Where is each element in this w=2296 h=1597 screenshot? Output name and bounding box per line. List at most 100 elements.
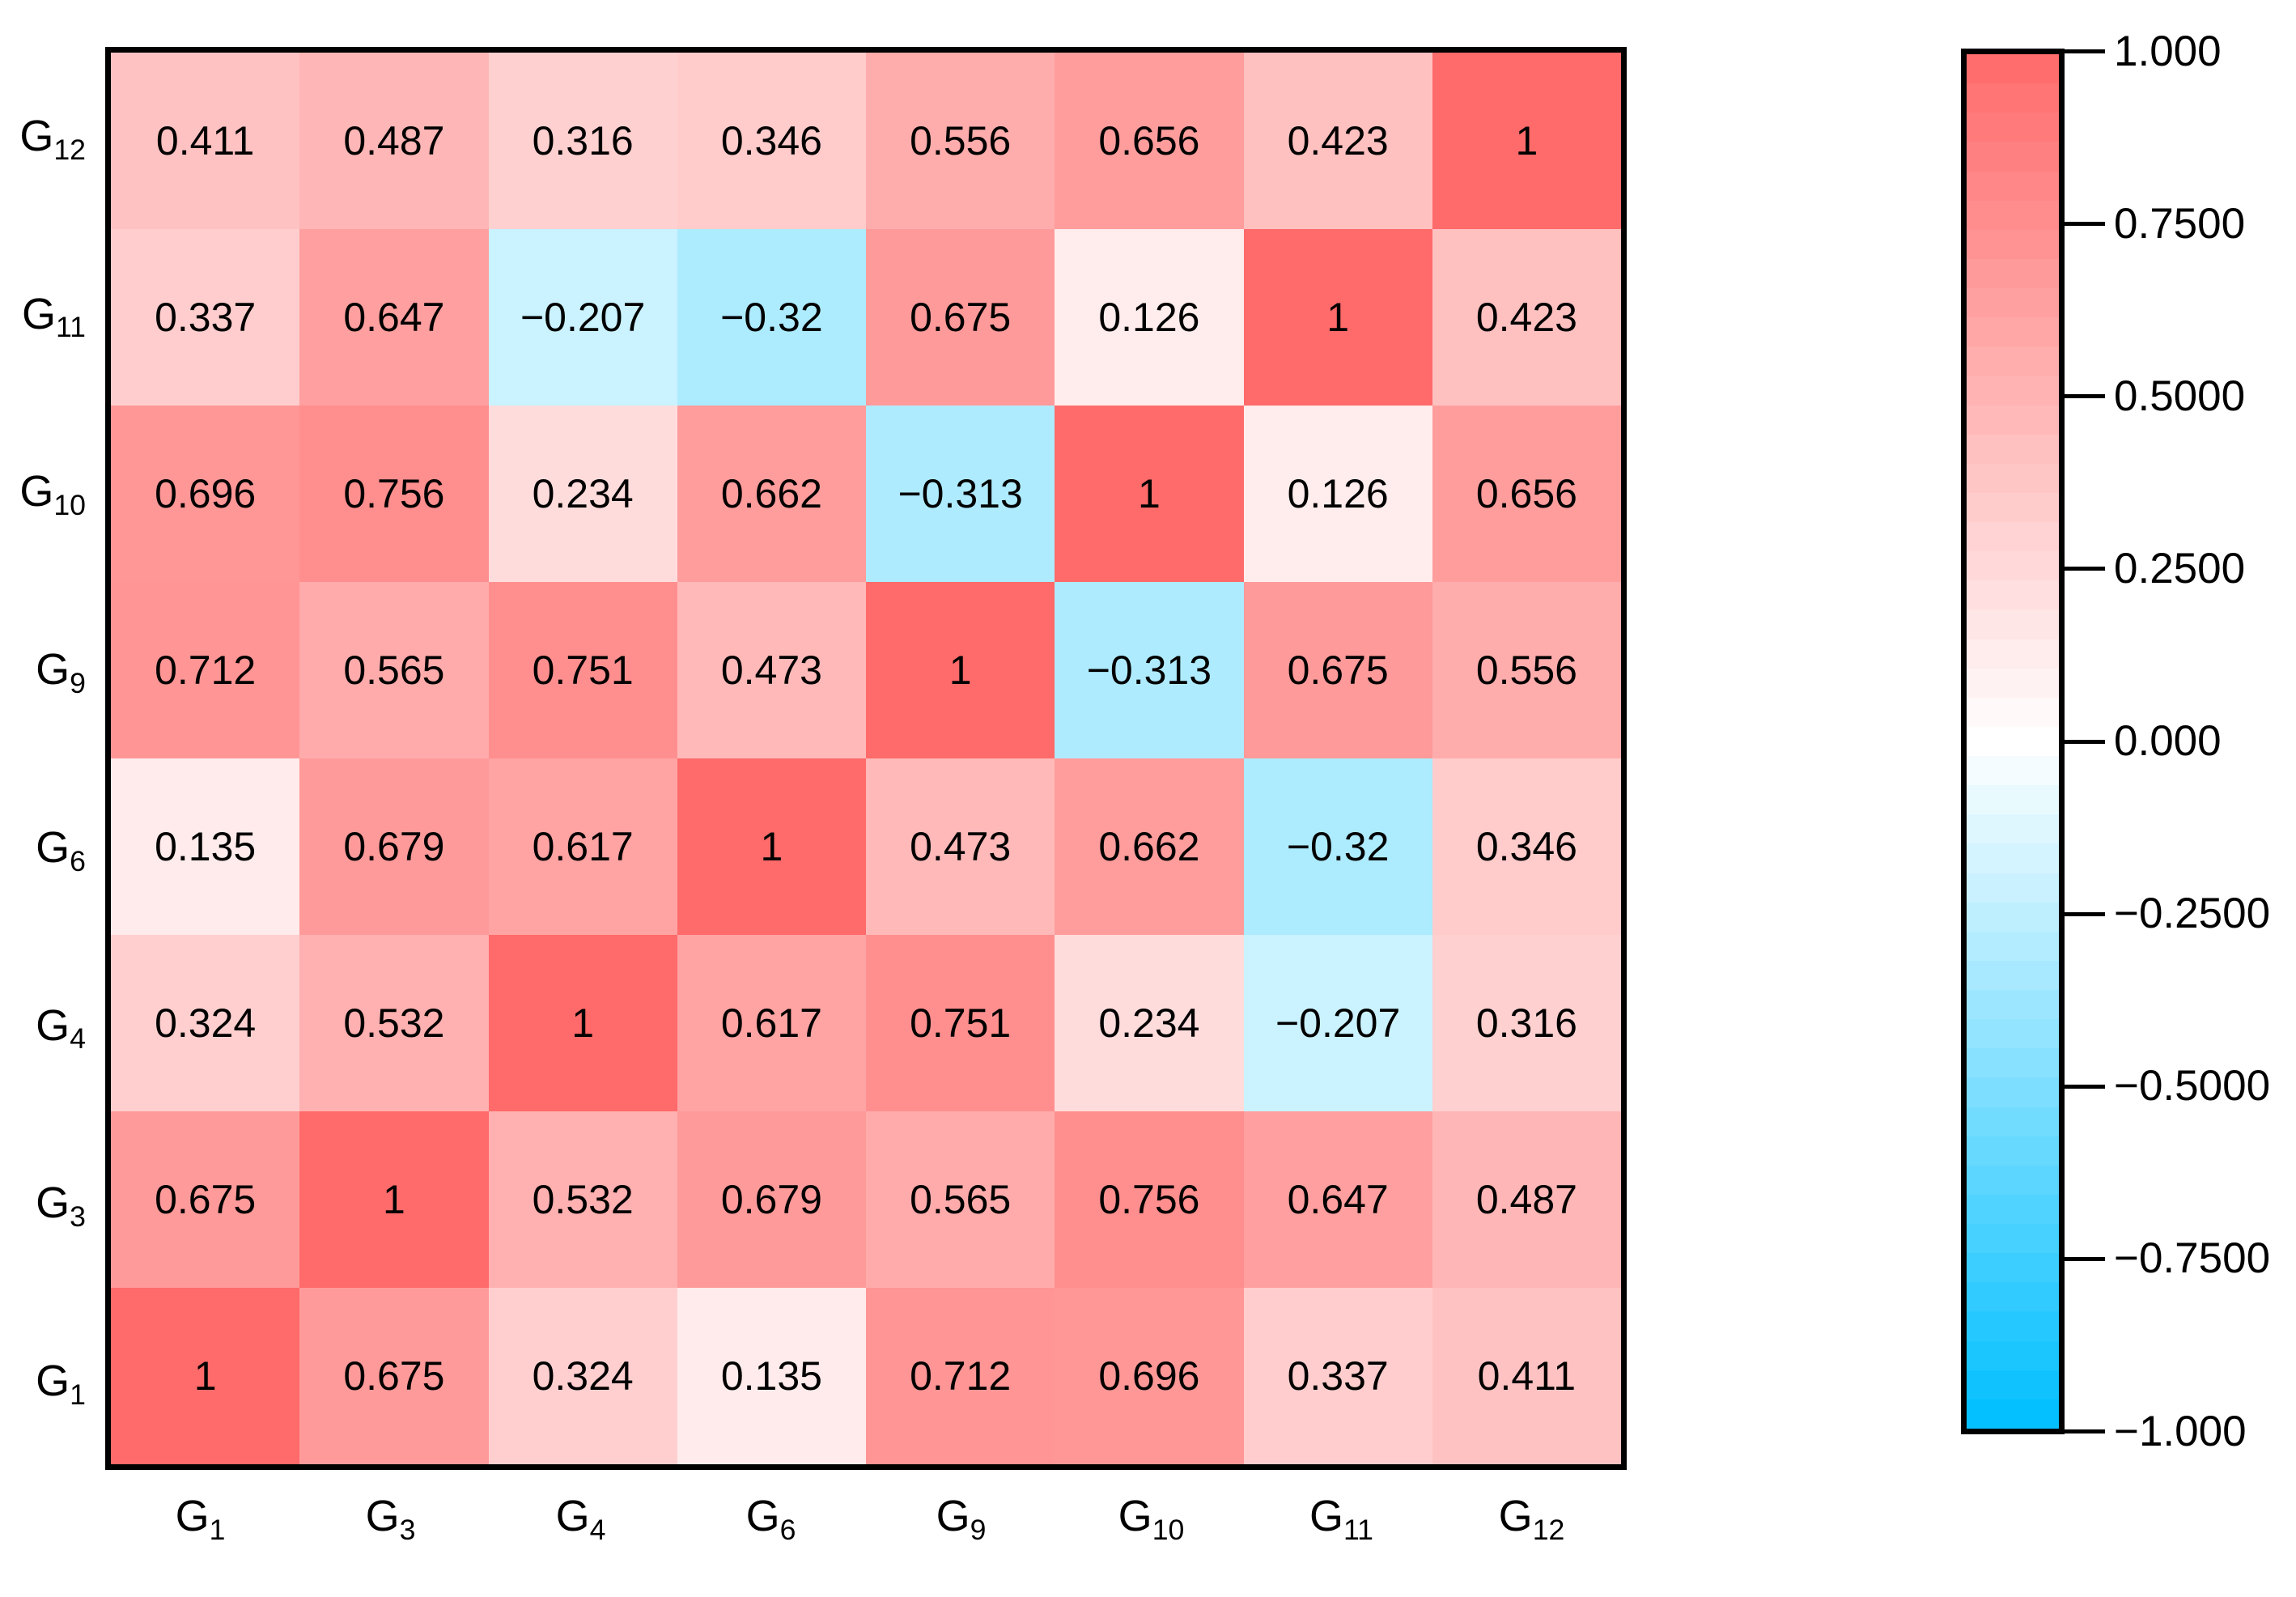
heatmap-cell: 0.617: [488, 758, 677, 935]
heatmap-cell: 0.751: [866, 935, 1055, 1111]
cell-value: 0.756: [343, 471, 445, 516]
cell-value: 0.316: [532, 118, 634, 164]
cell-value: 0.532: [532, 1177, 634, 1222]
heatmap-cell: 0.675: [299, 1288, 489, 1464]
cell-value: 0.532: [343, 1000, 445, 1046]
colorbar-tick: [2065, 911, 2105, 916]
heatmap-cell: 0.617: [677, 935, 866, 1111]
cell-value: 0.337: [155, 295, 257, 340]
heatmap-cell: 1: [488, 935, 677, 1111]
cell-value: 0.135: [155, 824, 257, 869]
cell-value: 1: [382, 1177, 405, 1222]
colorbar-tick-label: −0.7500: [2114, 1234, 2271, 1283]
heatmap-cell: 1: [866, 582, 1055, 758]
colorbar-band: [1967, 1136, 2059, 1166]
heatmap-cell: 0.487: [299, 53, 489, 229]
colorbar-band: [1967, 639, 2059, 669]
colorbar-band: [1967, 1077, 2059, 1107]
heatmap-cell: 0.234: [1055, 935, 1244, 1111]
colorbar-tick-label: 0.000: [2114, 717, 2222, 765]
cell-value: 1: [949, 648, 972, 693]
colorbar-band: [1967, 551, 2059, 581]
cell-value: 0.675: [343, 1353, 445, 1399]
y-axis-label: G6: [36, 822, 86, 877]
heatmap-cell: 0.696: [1055, 1288, 1244, 1464]
colorbar-band: [1967, 1340, 2059, 1370]
cell-value: 0.751: [910, 1000, 1012, 1046]
cell-value: 0.696: [155, 471, 257, 516]
heatmap-cell: 0.556: [1432, 582, 1621, 758]
cell-value: 0.473: [720, 648, 822, 693]
cell-value: 0.679: [720, 1177, 822, 1222]
cell-value: 0.696: [1098, 1353, 1200, 1399]
cell-value: 0.324: [155, 1000, 257, 1046]
colorbar-band: [1967, 1224, 2059, 1254]
colorbar-band: [1967, 200, 2059, 230]
colorbar-band: [1967, 1048, 2059, 1078]
cell-value: −0.207: [1275, 1000, 1401, 1046]
heatmap-cell: 0.126: [1055, 229, 1244, 406]
heatmap-cell: 0.751: [488, 582, 677, 758]
cell-value: 0.556: [910, 118, 1012, 164]
cell-value: 0.411: [155, 118, 255, 164]
colorbar-band: [1967, 609, 2059, 639]
colorbar-band: [1967, 54, 2059, 84]
cell-value: 0.234: [532, 471, 634, 516]
colorbar-tick: [2065, 1256, 2105, 1261]
colorbar-tick: [2065, 739, 2105, 744]
x-axis-label: G1: [175, 1492, 226, 1546]
y-axis-label: G1: [36, 1357, 86, 1411]
colorbar-tick-label: −0.5000: [2114, 1062, 2271, 1111]
cell-value: −0.207: [520, 295, 646, 340]
colorbar-band: [1967, 142, 2059, 172]
heatmap-cell: 0.675: [111, 1111, 300, 1288]
cell-value: 1: [1326, 295, 1350, 340]
colorbar-band: [1967, 1253, 2059, 1283]
colorbar-tick: [2065, 394, 2105, 399]
heatmap-cell: 0.565: [299, 582, 489, 758]
y-axis-label: G11: [22, 289, 86, 344]
colorbar-band: [1967, 463, 2059, 493]
heatmap-cell: 0.662: [677, 406, 866, 582]
cell-value: 0.556: [1475, 648, 1577, 693]
colorbar-band: [1967, 1311, 2059, 1341]
cell-value: 0.423: [1475, 295, 1577, 340]
cell-value: 0.324: [532, 1353, 634, 1399]
cell-value: 0.346: [1475, 824, 1577, 869]
colorbar-tick: [2065, 1084, 2105, 1089]
heatmap-cell: 0.316: [488, 53, 677, 229]
heatmap-cell: 1: [299, 1111, 489, 1288]
cell-value: −0.313: [898, 471, 1023, 516]
colorbar-tick-label: 0.5000: [2114, 372, 2246, 420]
cell-value: 0.662: [1098, 824, 1200, 869]
colorbar-band: [1967, 785, 2059, 815]
cell-value: 0.135: [720, 1353, 822, 1399]
cell-value: 0.656: [1475, 471, 1577, 516]
cell-value: −0.32: [1286, 824, 1390, 869]
heatmap-cell: −0.207: [488, 229, 677, 406]
colorbar-tick-label: 0.7500: [2114, 199, 2246, 248]
heatmap-cell: 0.135: [111, 758, 300, 935]
heatmap-cell: 0.656: [1055, 53, 1244, 229]
cell-value: 0.565: [343, 648, 445, 693]
colorbar-band: [1967, 1019, 2059, 1049]
colorbar-band: [1967, 1399, 2059, 1429]
cell-value: 0.617: [720, 1000, 822, 1046]
cell-value: 0.487: [343, 118, 445, 164]
heatmap-cell: 1: [677, 758, 866, 935]
heatmap-cell: 0.532: [299, 935, 489, 1111]
heatmap-cell: 0.337: [111, 229, 300, 406]
cell-value: 0.656: [1098, 118, 1200, 164]
heatmap-cell: −0.32: [677, 229, 866, 406]
cell-value: 0.346: [720, 118, 822, 164]
cell-value: 0.675: [155, 1177, 257, 1222]
colorbar-tick: [2065, 49, 2105, 53]
heatmap-cell: 1: [1055, 406, 1244, 582]
y-axis-label: G4: [36, 1000, 86, 1055]
cell-value: 0.675: [1287, 648, 1389, 693]
cell-value: 0.756: [1098, 1177, 1200, 1222]
heatmap-cell: 0.556: [866, 53, 1055, 229]
colorbar-band: [1967, 258, 2059, 288]
heatmap-cell: −0.207: [1243, 935, 1432, 1111]
